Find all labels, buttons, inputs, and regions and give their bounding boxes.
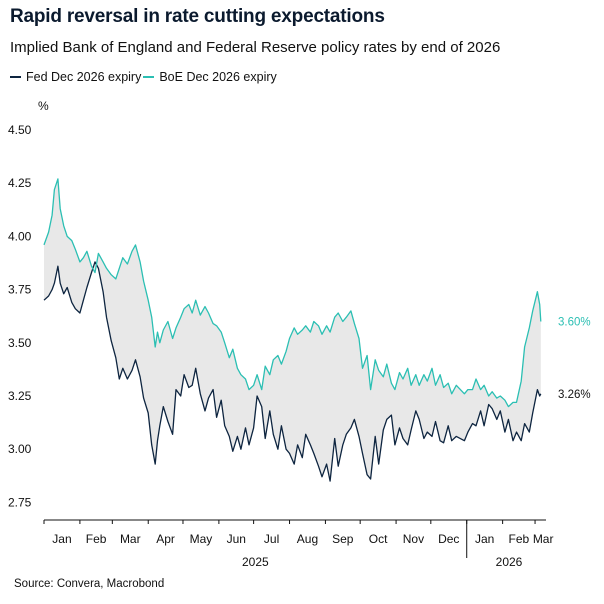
y-axis: 4.50 4.25 4.00 3.75 3.50 3.25 3.00 2.75 (8, 123, 32, 509)
x-tick-label: Dec (438, 532, 459, 546)
x-tick-label: Nov (403, 532, 424, 546)
x-tick-label: Oct (369, 532, 388, 546)
y-tick-label: 4.50 (8, 123, 32, 137)
x-tick-label: May (190, 532, 213, 546)
x-tick-label: Aug (297, 532, 318, 546)
y-tick-label: 3.50 (8, 336, 32, 350)
legend-item-boe: BoE Dec 2026 expiry (143, 70, 277, 84)
x-tick-label: Jan (52, 532, 71, 546)
y-axis-unit: % (38, 99, 49, 113)
x-tick-label: Sep (332, 532, 354, 546)
fill-between-area (44, 178, 541, 482)
x-tick-label: Apr (156, 532, 175, 546)
y-tick-label: 2.75 (8, 495, 32, 509)
legend-swatch-fed (10, 76, 21, 78)
x-tick-label: Feb (86, 532, 107, 546)
x-tick-label: Jun (227, 532, 246, 546)
x-axis: Jan Feb Mar Apr May Jun Jul Aug Sep Oct Nov Dec Jan F… (43, 520, 554, 569)
legend-label-boe: BoE Dec 2026 expiry (159, 70, 277, 84)
end-label-boe: 3.60% (558, 317, 591, 329)
source-note: Source: Convera, Macrobond (14, 578, 165, 590)
chart-subtitle: Implied Bank of England and Federal Rese… (10, 39, 501, 56)
y-tick-label: 4.25 (8, 176, 32, 190)
legend-label-fed: Fed Dec 2026 expiry (26, 70, 142, 84)
x-year-label: 2026 (496, 555, 523, 569)
x-tick-label: Jul (264, 532, 279, 546)
legend-swatch-boe (143, 76, 155, 78)
x-tick-label: Mar (533, 532, 554, 546)
series-line-fed (43, 261, 542, 482)
x-tick-label: Jan (475, 532, 494, 546)
series-line-boe (43, 178, 542, 408)
legend: Fed Dec 2026 expiry BoE Dec 2026 expiry (10, 70, 279, 84)
end-label-fed: 3.26% (558, 389, 591, 401)
x-year-label: 2025 (242, 555, 269, 569)
x-tick-label: Mar (120, 532, 141, 546)
y-tick-label: 4.00 (8, 229, 32, 243)
legend-item-fed: Fed Dec 2026 expiry (10, 70, 141, 84)
y-tick-label: 3.00 (8, 442, 32, 456)
chart-title: Rapid reversal in rate cutting expectati… (10, 6, 385, 27)
x-tick-label: Feb (508, 532, 529, 546)
y-tick-label: 3.75 (8, 283, 32, 297)
y-tick-label: 3.25 (8, 389, 32, 403)
